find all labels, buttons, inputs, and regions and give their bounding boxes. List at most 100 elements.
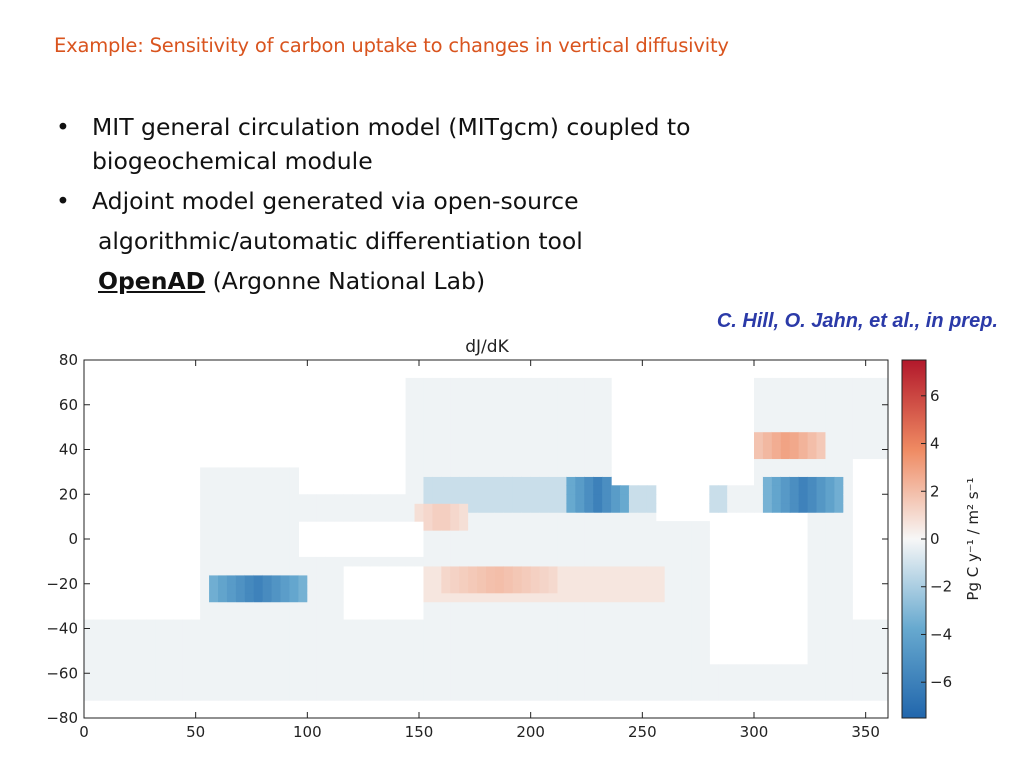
heatmap-cell [548,673,559,683]
heatmap-cell [432,503,442,513]
heatmap-cell [459,655,469,665]
heatmap-cell [682,556,693,567]
heatmap-cell [834,539,844,549]
heatmap-cell [852,637,862,647]
heatmap-cell [637,655,648,665]
heatmap-cell [834,458,844,468]
heatmap-cell [584,547,594,558]
heatmap-cell [191,646,201,656]
heatmap-cell [861,691,871,701]
heatmap-cell [584,386,594,397]
heatmap-cell [423,664,433,674]
heatmap-cell [843,431,853,442]
heatmap-cell [423,485,433,495]
heatmap-cell [691,592,701,603]
heatmap-cell [852,413,862,424]
heatmap-cell [825,485,835,495]
heatmap-cell [253,592,264,603]
heatmap-cell [200,592,210,603]
heatmap-cell [789,485,800,495]
heatmap-cell [244,512,255,522]
heatmap-cell [807,422,818,433]
heatmap-cell [655,673,666,683]
colorbar-tick-label: 2 [930,482,940,500]
heatmap-cell [754,395,764,406]
heatmap-cell [396,494,407,504]
heatmap-cell [530,395,541,406]
heatmap-cell [334,556,344,567]
heatmap-cell [334,610,344,621]
heatmap-cell [780,691,791,701]
heatmap-cell [450,583,460,594]
heatmap-cell [298,646,308,656]
heatmap-cell [584,619,594,630]
heatmap-cell [807,404,818,415]
heatmap-cell [432,673,442,683]
heatmap-cell [789,431,800,442]
heatmap-cell [548,691,559,701]
heatmap-cell [271,547,282,558]
heatmap-cell [620,664,630,674]
heatmap-cell [369,664,380,674]
heatmap-cell [575,521,585,531]
heatmap-cell [870,673,880,683]
heatmap-cell [512,556,523,567]
heatmap-cell [200,565,210,576]
heatmap-cell [646,583,657,594]
heatmap-cell [861,682,871,692]
heatmap-cell [557,628,567,639]
heatmap-cell [244,583,255,594]
heatmap-cell [486,565,496,576]
heatmap-cell [870,619,880,630]
heatmap-cell [807,637,818,647]
heatmap-cell [602,610,612,621]
heatmap-cell [209,512,219,522]
heatmap-cell [548,592,559,603]
heatmap-cell [530,485,541,495]
heatmap-cell [486,556,496,567]
heatmap-cell [494,386,505,397]
heatmap-cell [289,467,299,477]
heatmap-cell [736,503,746,513]
heatmap-cell [235,655,246,665]
heatmap-cell [271,664,282,674]
heatmap-cell [762,395,773,406]
heatmap-cell [494,539,505,549]
heatmap-cell [816,458,827,468]
heatmap-cell [771,476,782,486]
heatmap-cell [584,628,594,639]
heatmap-cell [593,619,603,630]
heatmap-cell [146,673,157,683]
heatmap-cell [369,646,380,656]
heatmap-cell [521,377,532,388]
heatmap-cell [450,377,460,388]
heatmap-cell [432,395,442,406]
openad-link[interactable]: OpenAD [98,267,206,295]
heatmap-cell [700,664,710,674]
heatmap-cell [843,386,853,397]
heatmap-cell [280,539,291,549]
heatmap-cell [584,646,594,656]
heatmap-cell [450,476,460,486]
heatmap-cell [494,655,505,665]
heatmap-cell [620,583,630,594]
heatmap-cell [879,637,889,647]
heatmap-cell [218,682,228,692]
heatmap-cell [861,628,871,639]
heatmap-cell [450,458,460,468]
heatmap-cell [432,628,442,639]
heatmap-cell [486,583,496,594]
heatmap-cell [164,646,174,656]
heatmap-cell [432,539,442,549]
heatmap-cell [673,610,684,621]
heatmap-cell [521,655,532,665]
heatmap-cell [530,494,541,504]
heatmap-cell [369,637,380,647]
heatmap-cell [387,503,398,513]
heatmap-cell [244,494,255,504]
heatmap-cell [298,512,308,522]
heatmap-cell [852,422,862,433]
heatmap-cell [352,646,362,656]
heatmap-cell [280,574,291,585]
heatmap-cell [843,628,853,639]
